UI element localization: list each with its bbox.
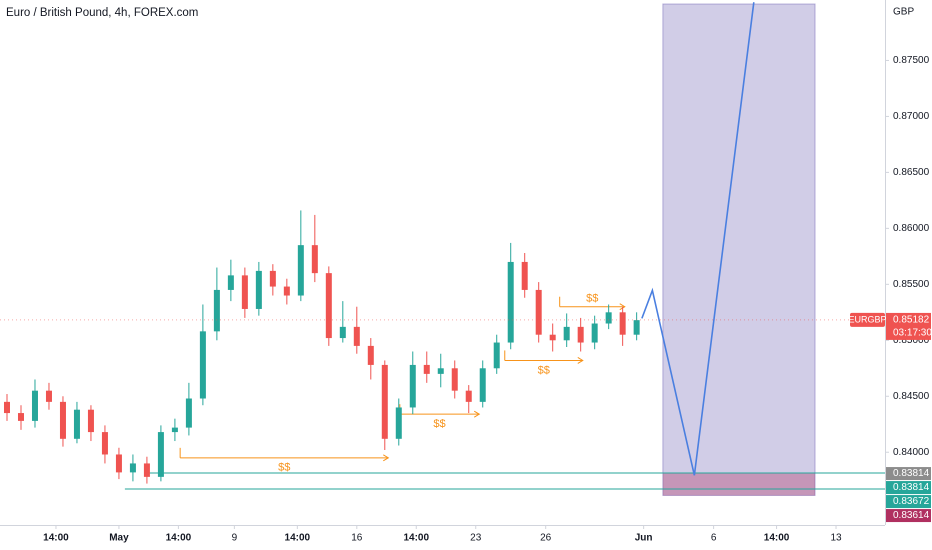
candle-body (157, 432, 164, 477)
candle-body (367, 345, 374, 365)
candle-body (479, 368, 486, 402)
candle-body (45, 390, 52, 402)
liquidity-arrow (577, 357, 584, 364)
candle-body (591, 323, 598, 343)
liquidity-label: $$ (586, 293, 598, 305)
x-tick-label: 14:00 (285, 533, 311, 544)
candle-body (171, 427, 178, 433)
y-tick-label: 0.84500 (893, 391, 930, 402)
price-tag-label: 0.85182 (893, 315, 930, 326)
candle-body (577, 326, 584, 343)
candle-body (521, 261, 528, 290)
candle-body (535, 289, 542, 335)
candle-body (311, 245, 318, 274)
level-tag-label: 0.83614 (893, 510, 930, 521)
liquidity-label: $$ (433, 418, 445, 430)
candle-body (395, 407, 402, 439)
candle-body (437, 368, 444, 374)
x-tick-label: 9 (232, 533, 238, 544)
y-tick-label: 0.85500 (893, 279, 930, 290)
candle-body (619, 312, 626, 335)
candle-body (31, 390, 38, 421)
candle-body (73, 409, 80, 439)
chart-title: Euro / British Pound, 4h, FOREX.com (6, 7, 198, 19)
candle-body (185, 398, 192, 428)
candle-body (563, 326, 570, 341)
x-tick-label: 26 (540, 533, 552, 544)
candle-body (87, 409, 94, 433)
candle-body (465, 390, 472, 402)
candle-body (325, 273, 332, 339)
candle-body (101, 432, 108, 455)
x-tick-label: May (109, 533, 129, 544)
candle-body (283, 286, 290, 296)
candle-body (59, 401, 66, 439)
level-tag-label: 0.83672 (893, 496, 930, 507)
candle-body (213, 289, 220, 332)
liquidity-arrow (473, 410, 481, 418)
y-tick-label: 0.87000 (893, 111, 930, 122)
candle-body (339, 326, 346, 339)
projection-line (641, 2, 755, 476)
candle-body (269, 270, 276, 287)
candle-body (423, 364, 430, 374)
y-tick-label: 0.84000 (893, 447, 930, 458)
candle-body (241, 275, 248, 309)
target-zone (662, 3, 816, 496)
candle-body (17, 413, 24, 421)
candle-body (549, 334, 556, 341)
x-tick-label: 13 (830, 533, 842, 544)
candle-body (605, 312, 612, 324)
level-tag (886, 495, 931, 509)
x-tick-label: 14:00 (403, 533, 429, 544)
x-tick-label: 14:00 (764, 533, 790, 544)
price-tag (886, 312, 931, 340)
danger-zone (662, 473, 816, 496)
x-tick-label: 14:00 (43, 533, 69, 544)
symbol-label: EURGBP (848, 314, 886, 324)
level-tag-label: 0.83814 (893, 482, 930, 493)
candle-body (353, 326, 360, 346)
level-tag (886, 481, 931, 495)
candle-body (199, 331, 206, 399)
y-tick-label: 0.87500 (893, 55, 930, 66)
x-tick-label: Jun (635, 533, 653, 544)
candle-body (507, 261, 514, 343)
x-tick-label: 16 (351, 533, 363, 544)
candle-body (129, 463, 136, 473)
candle-body (381, 364, 388, 439)
liquidity-arrow (619, 303, 626, 311)
candle-body (451, 368, 458, 391)
x-tick-label: 23 (470, 533, 482, 544)
candle-body (409, 364, 416, 408)
liquidity-label: $$ (538, 364, 550, 376)
y-tick-label: 0.86000 (893, 223, 930, 234)
x-tick-label: 6 (711, 533, 717, 544)
level-tag-label: 0.83814 (893, 468, 930, 479)
liquidity-label: $$ (278, 462, 290, 474)
candle-body (115, 454, 122, 473)
candle-body (493, 342, 500, 369)
x-tick-label: 14:00 (166, 533, 192, 544)
candle-body (255, 270, 262, 309)
y-tick-label: 0.85000 (893, 335, 930, 346)
symbol-tag (850, 312, 885, 327)
liquidity-arrow (383, 454, 390, 462)
level-tag (886, 509, 931, 523)
candle-body (3, 401, 10, 414)
candle-body (143, 463, 150, 477)
countdown-label: 03:17:30 (893, 328, 932, 339)
candle-body (227, 275, 234, 290)
candle-body (297, 245, 304, 296)
level-tag (886, 467, 931, 481)
candle-body (633, 320, 640, 335)
y-tick-label: 0.86500 (893, 167, 930, 178)
currency-label: GBP (893, 7, 914, 18)
